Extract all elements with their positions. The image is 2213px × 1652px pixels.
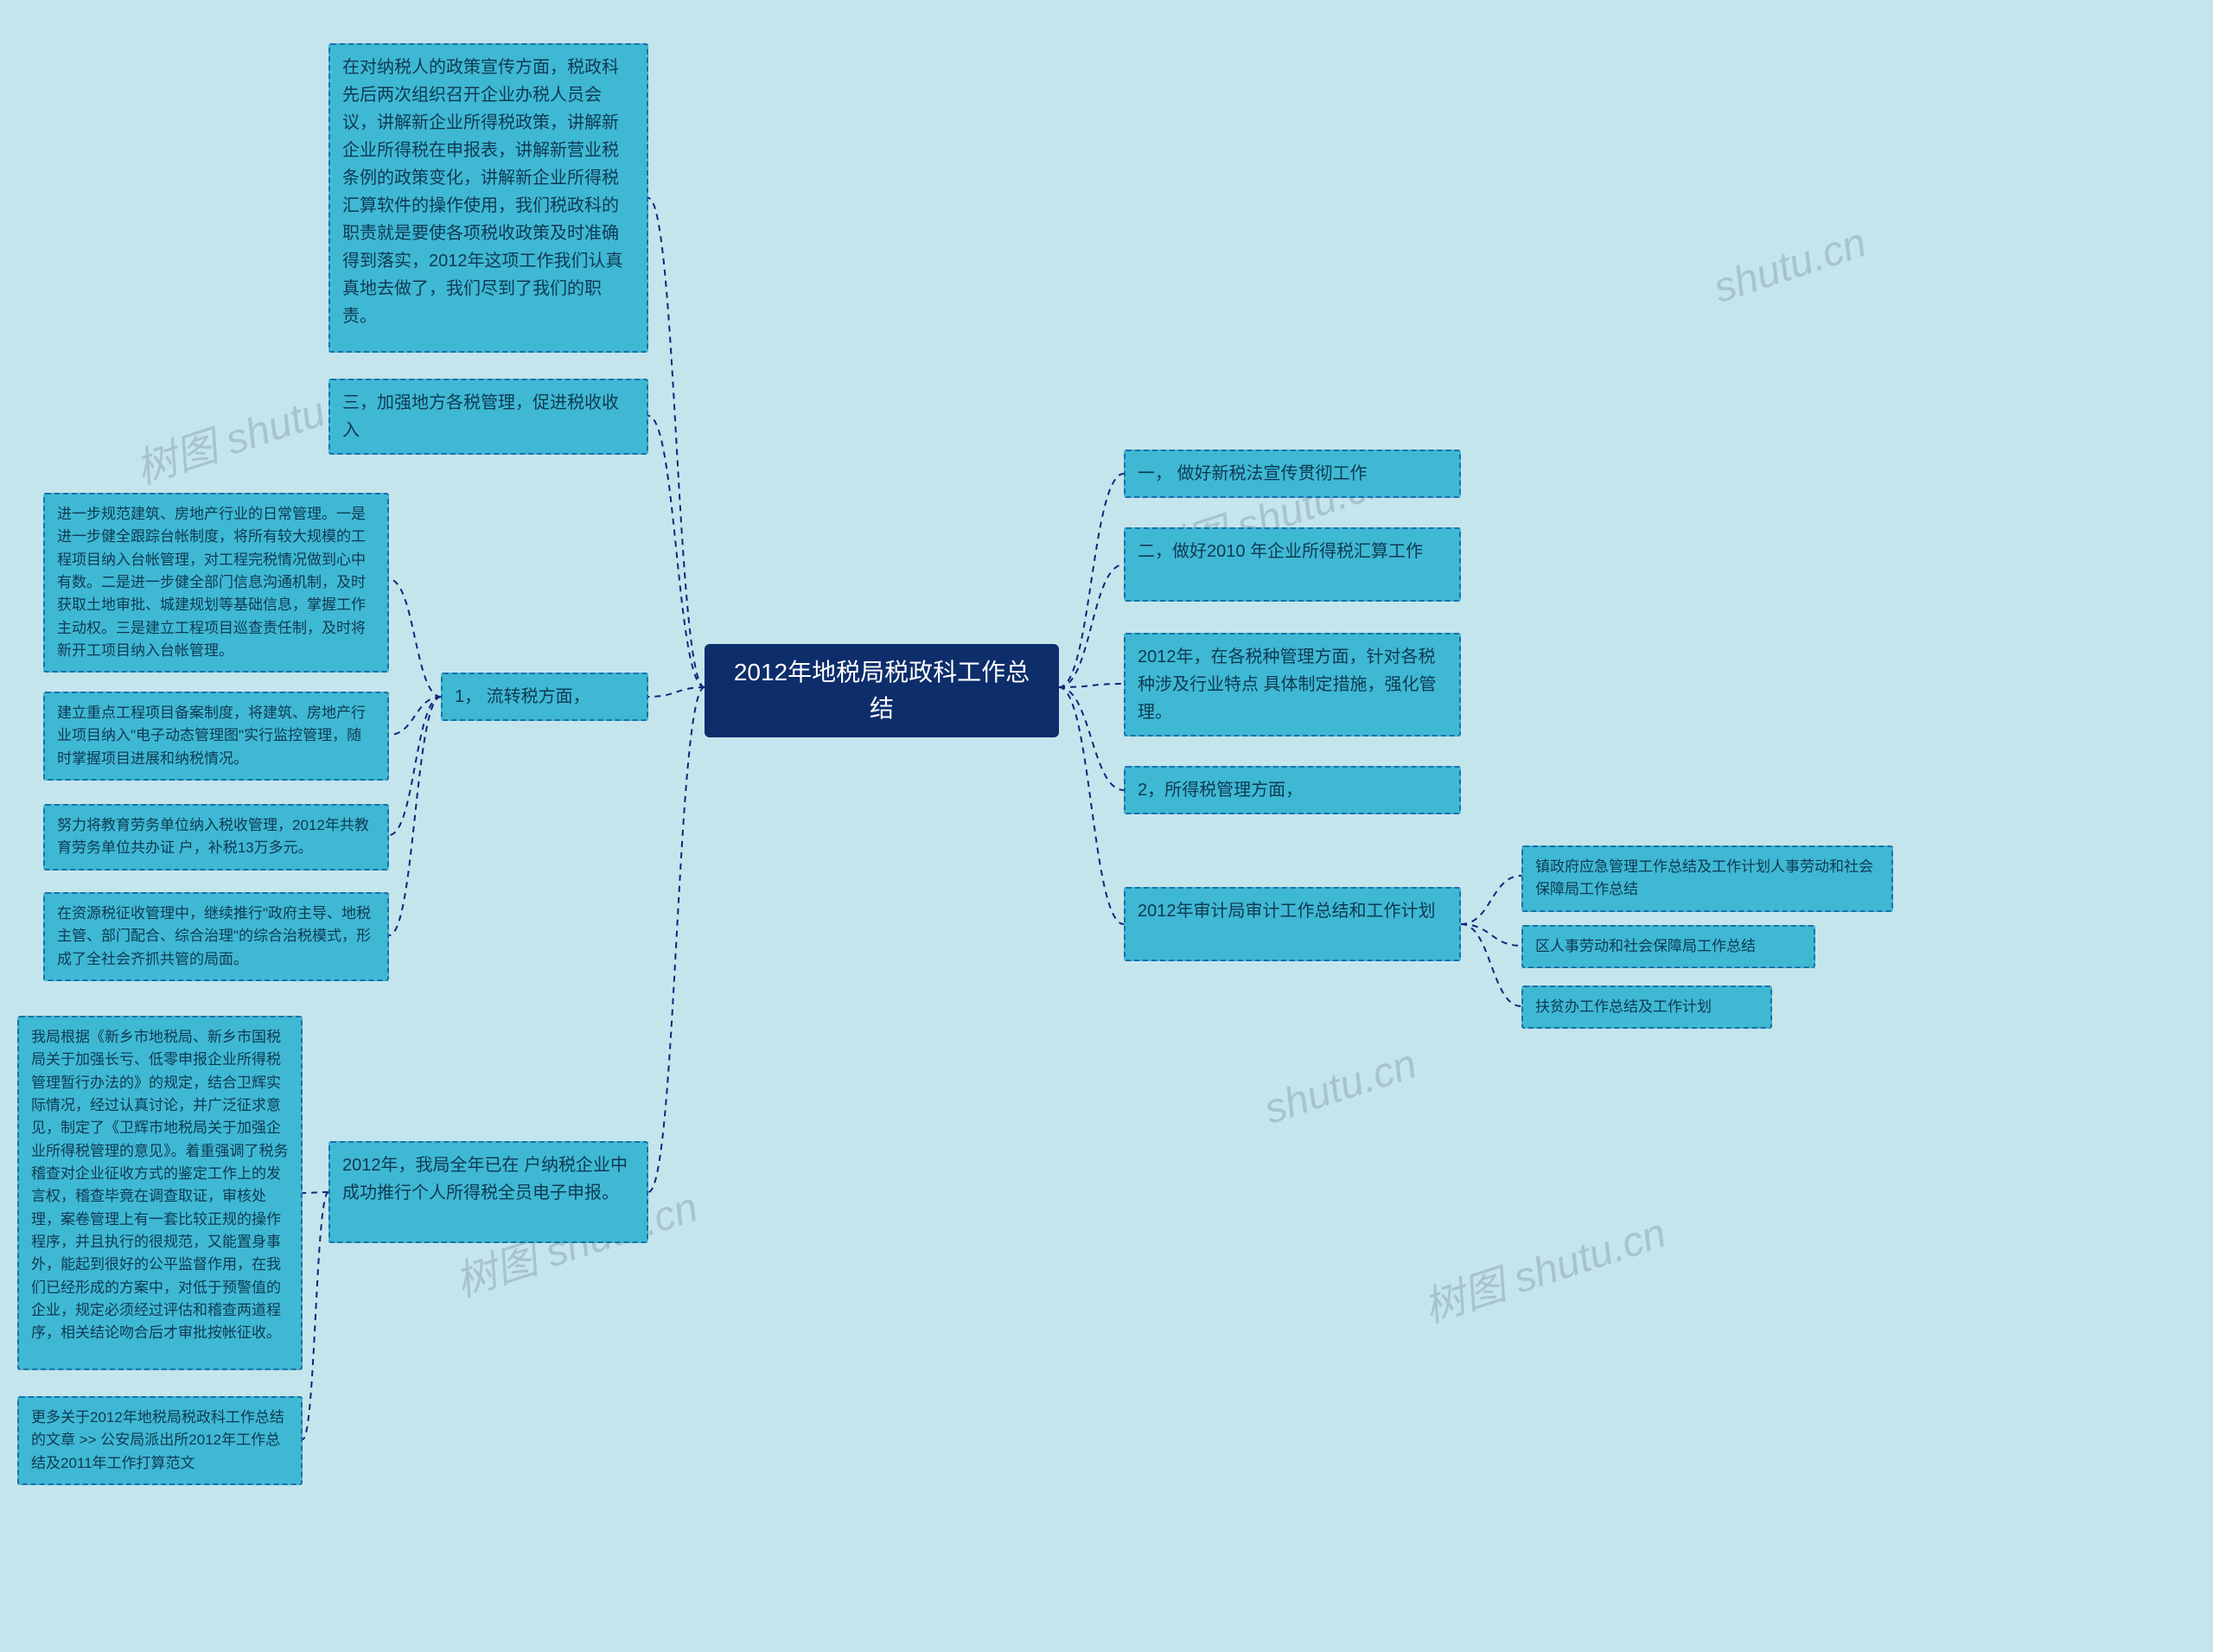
node-l3c[interactable]: 努力将教育劳务单位纳入税收管理，2012年共教育劳务单位共办证 户，补税13万多… <box>43 804 389 871</box>
watermark: shutu.cn <box>1708 219 1872 312</box>
node-r3[interactable]: 2012年，在各税种管理方面，针对各税种涉及行业特点 具体制定措施，强化管理。 <box>1124 633 1461 737</box>
node-l3d[interactable]: 在资源税征收管理中，继续推行"政府主导、地税主管、部门配合、综合治理"的综合治税… <box>43 892 389 981</box>
node-r5[interactable]: 2012年审计局审计工作总结和工作计划 <box>1124 887 1461 961</box>
root-node[interactable]: 2012年地税局税政科工作总结 <box>705 644 1059 737</box>
edge <box>389 697 441 935</box>
edge <box>303 1192 328 1439</box>
edge <box>648 198 705 687</box>
node-l3[interactable]: 1， 流转税方面， <box>441 673 648 721</box>
node-r5c[interactable]: 扶贫办工作总结及工作计划 <box>1521 985 1772 1029</box>
node-r1[interactable]: 一， 做好新税法宣传贯彻工作 <box>1124 450 1461 498</box>
edge <box>1059 687 1124 924</box>
node-l4a[interactable]: 我局根据《新乡市地税局、新乡市国税局关于加强长亏、低零申报企业所得税管理暂行办法… <box>17 1016 303 1370</box>
edge <box>1059 687 1124 790</box>
node-l2[interactable]: 三，加强地方各税管理，促进税收收入 <box>328 379 648 455</box>
edge <box>1059 684 1124 687</box>
edge <box>389 697 441 835</box>
node-r2[interactable]: 二，做好2010 年企业所得税汇算工作 <box>1124 527 1461 602</box>
node-l3b[interactable]: 建立重点工程项目备案制度，将建筑、房地产行业项目纳入"电子动态管理图"实行监控管… <box>43 692 389 781</box>
edge <box>389 697 441 735</box>
edge <box>648 416 705 687</box>
edge <box>1059 564 1124 687</box>
edge <box>389 579 441 697</box>
edge <box>648 687 705 1192</box>
watermark: 树图 shutu.cn <box>1414 1199 1672 1334</box>
node-l3a[interactable]: 进一步规范建筑、房地产行业的日常管理。一是进一步健全跟踪台帐制度，将所有较大规模… <box>43 493 389 673</box>
node-l1[interactable]: 在对纳税人的政策宣传方面，税政科先后两次组织召开企业办税人员会议，讲解新企业所得… <box>328 43 648 353</box>
edge <box>1461 924 1521 1006</box>
edge <box>648 687 705 697</box>
edge <box>1059 474 1124 687</box>
edge <box>1461 876 1521 924</box>
node-r5b[interactable]: 区人事劳动和社会保障局工作总结 <box>1521 925 1815 968</box>
watermark: shutu.cn <box>1259 1040 1423 1133</box>
edge <box>303 1192 328 1193</box>
node-l4[interactable]: 2012年，我局全年已在 户纳税企业中成功推行个人所得税全员电子申报。 <box>328 1141 648 1243</box>
edge <box>1461 924 1521 946</box>
node-l4b[interactable]: 更多关于2012年地税局税政科工作总结的文章 >> 公安局派出所2012年工作总… <box>17 1396 303 1485</box>
node-r5a[interactable]: 镇政府应急管理工作总结及工作计划人事劳动和社会保障局工作总结 <box>1521 845 1893 912</box>
node-r4[interactable]: 2，所得税管理方面， <box>1124 766 1461 814</box>
